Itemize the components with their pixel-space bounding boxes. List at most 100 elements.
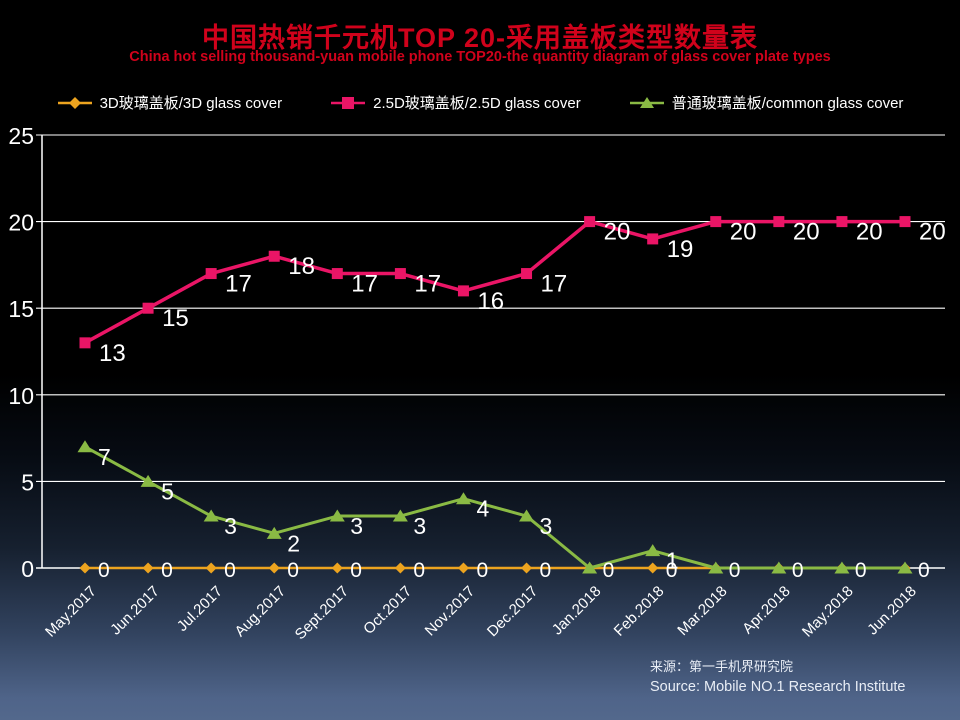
diamond-marker-icon bbox=[331, 562, 343, 574]
x-axis-label: Jun.2017 bbox=[107, 583, 163, 639]
triangle-marker-icon bbox=[392, 509, 408, 522]
square-marker-icon bbox=[142, 302, 154, 314]
series-line-2 bbox=[84, 445, 905, 570]
square-marker-icon bbox=[899, 216, 911, 228]
x-axis-label: Feb.2018 bbox=[611, 583, 668, 640]
square-marker-icon bbox=[331, 268, 343, 280]
square-marker-icon bbox=[836, 216, 848, 228]
x-axis-label: Apr.2018 bbox=[739, 583, 793, 637]
data-label-3d: 0 bbox=[98, 559, 110, 582]
legend-label-common-glass: 普通玻璃盖板/common glass cover bbox=[671, 95, 904, 112]
diamond-marker-icon bbox=[79, 562, 91, 574]
triangle-marker-icon bbox=[897, 561, 913, 574]
data-label-common: 2 bbox=[287, 530, 300, 556]
x-axis-label: Jan.2018 bbox=[549, 583, 605, 639]
triangle-marker-icon bbox=[771, 561, 787, 574]
legend-item-3d-glass: 3D玻璃盖板/3D glass cover bbox=[57, 92, 283, 113]
data-label-25d: 20 bbox=[919, 219, 946, 246]
square-marker-icon bbox=[331, 96, 366, 109]
legend-label-3d-glass: 3D玻璃盖板/3D glass cover bbox=[99, 95, 283, 112]
diamond-marker-icon bbox=[521, 562, 533, 574]
data-label-3d: 0 bbox=[603, 559, 615, 582]
triangle-marker-icon bbox=[140, 474, 156, 487]
x-axis-label: Jun.2018 bbox=[864, 583, 920, 639]
data-label-25d: 19 bbox=[667, 236, 694, 263]
diamond-marker-icon bbox=[268, 562, 280, 574]
triangle-marker-icon bbox=[834, 561, 850, 574]
square-marker-icon bbox=[647, 233, 659, 245]
x-axis-label: Oct.2017 bbox=[360, 583, 415, 638]
x-axis-label: Jul.2017 bbox=[174, 583, 226, 635]
data-label-3d: 0 bbox=[413, 559, 425, 582]
data-label-25d: 17 bbox=[414, 271, 441, 298]
square-marker-icon bbox=[205, 268, 217, 280]
x-axis-label: May.2018 bbox=[799, 583, 857, 641]
square-marker-icon bbox=[394, 268, 406, 280]
data-label-3d: 0 bbox=[224, 559, 236, 582]
data-label-3d: 0 bbox=[476, 559, 488, 582]
data-label-3d: 0 bbox=[161, 559, 173, 582]
data-label-3d: 0 bbox=[350, 559, 362, 582]
square-marker-icon bbox=[268, 250, 280, 262]
data-label-25d: 20 bbox=[856, 219, 883, 246]
y-tick-label-10: 10 bbox=[8, 383, 34, 409]
x-axis-label: Nov.2017 bbox=[422, 583, 479, 640]
data-label-3d: 0 bbox=[729, 559, 741, 582]
data-label-common: 1 bbox=[666, 548, 679, 574]
data-label-25d: 13 bbox=[99, 340, 126, 367]
data-label-common: 3 bbox=[224, 513, 237, 539]
data-label-common: 4 bbox=[476, 496, 489, 522]
page-title: 中国热销千元机TOP 20-采用盖板类型数量表 bbox=[201, 23, 759, 53]
square-marker-icon bbox=[710, 216, 722, 228]
triangle-marker-icon bbox=[77, 440, 93, 453]
source-line-cn: 来源：第一手机界研究院 bbox=[650, 659, 794, 674]
data-label-3d: 0 bbox=[540, 559, 552, 582]
triangle-marker-icon bbox=[582, 561, 598, 574]
data-label-3d: 0 bbox=[666, 559, 678, 582]
data-label-25d: 17 bbox=[541, 271, 568, 298]
triangle-marker-icon bbox=[629, 96, 664, 108]
triangle-marker-icon bbox=[708, 561, 724, 574]
y-tick-label-5: 5 bbox=[21, 469, 34, 495]
diamond-marker-icon bbox=[205, 562, 217, 574]
legend-item-25d-glass: 2.5D玻璃盖板/2.5D glass cover bbox=[330, 92, 581, 113]
diamond-marker-icon bbox=[457, 562, 469, 574]
data-label-25d: 15 bbox=[162, 305, 189, 332]
data-label-common: 5 bbox=[161, 478, 174, 504]
diamond-marker-icon bbox=[57, 96, 92, 109]
data-label-common: 7 bbox=[98, 444, 111, 470]
data-label-25d: 18 bbox=[288, 253, 315, 280]
data-label-common: 3 bbox=[413, 513, 426, 539]
data-label-3d: 0 bbox=[792, 559, 804, 582]
source-line-en: Source: Mobile NO.1 Research Institute bbox=[650, 678, 906, 695]
data-label-25d: 20 bbox=[793, 219, 820, 246]
data-label-25d: 16 bbox=[477, 288, 504, 315]
data-label-3d: 0 bbox=[855, 559, 867, 582]
legend-item-common-glass: 普通玻璃盖板/common glass cover bbox=[629, 92, 904, 113]
data-label-common: 3 bbox=[540, 513, 553, 539]
x-axis-label: May.2017 bbox=[42, 583, 100, 641]
data-label-25d: 17 bbox=[351, 271, 378, 298]
y-tick-label-25: 25 bbox=[8, 123, 34, 149]
y-tick-label-15: 15 bbox=[8, 296, 34, 322]
x-axis-label: Dec.2017 bbox=[484, 583, 541, 640]
data-label-25d: 20 bbox=[604, 219, 631, 246]
data-label-3d: 0 bbox=[287, 559, 299, 582]
data-label-3d: 0 bbox=[918, 559, 930, 582]
y-tick-label-0: 0 bbox=[21, 556, 34, 582]
diamond-marker-icon bbox=[142, 562, 154, 574]
square-marker-icon bbox=[584, 216, 596, 228]
triangle-marker-icon bbox=[203, 509, 219, 522]
square-marker-icon bbox=[521, 268, 533, 280]
diamond-marker-icon bbox=[647, 562, 659, 574]
diamond-marker-icon bbox=[394, 562, 406, 574]
page-subtitle: China hot selling thousand-yuan mobile p… bbox=[129, 49, 831, 65]
triangle-marker-icon bbox=[329, 509, 345, 522]
data-label-25d: 20 bbox=[730, 219, 757, 246]
data-label-common: 3 bbox=[350, 513, 363, 539]
source-attribution: 来源：第一手机界研究院 Source: Mobile NO.1 Research… bbox=[650, 658, 905, 698]
square-marker-icon bbox=[457, 285, 469, 297]
x-axis-label: Mar.2018 bbox=[674, 583, 730, 639]
x-axis-label: Sept.2017 bbox=[292, 583, 352, 643]
